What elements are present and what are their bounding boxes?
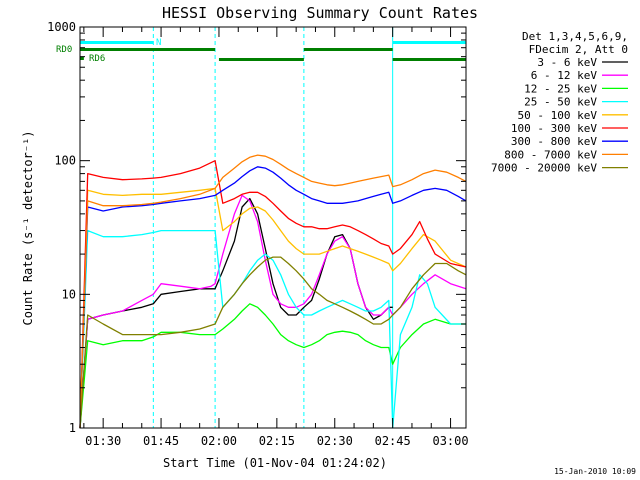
flag-label-rd6: RD6 — [89, 54, 105, 64]
x-tick-label-1: 01:45 — [143, 434, 179, 448]
series-line-8 — [79, 256, 467, 429]
x-axis-label: Start Time (01-Nov-04 01:24:02) — [163, 456, 387, 470]
flag-rd0-segment-2 — [303, 48, 393, 51]
y-tick-label-1: 10 — [62, 287, 76, 301]
x-tick-label-0: 01:30 — [85, 434, 121, 448]
plot-frame — [79, 26, 467, 429]
x-tick-label-4: 02:30 — [317, 434, 353, 448]
legend-entry-4: 50 - 100 keV — [518, 109, 598, 122]
chart-title: HESSI Observing Summary Count Rates — [162, 4, 478, 22]
y-tick-label-2: 100 — [54, 154, 76, 168]
flag-n-segment-1 — [392, 41, 466, 44]
series-line-6 — [79, 166, 467, 429]
legend-entry-0: 3 - 6 keV — [537, 56, 597, 69]
y-tick-label-0: 1 — [69, 421, 76, 435]
x-tick-label-6: 03:00 — [432, 434, 468, 448]
y-axis-label: Count Rate (s⁻¹ detector⁻¹) — [21, 130, 35, 325]
legend-entry-6: 300 - 800 keV — [511, 135, 597, 148]
series-line-2 — [79, 303, 466, 429]
legend-entry-2: 12 - 25 keV — [524, 82, 597, 95]
flag-rd0-segment-3 — [392, 58, 466, 61]
series-line-5 — [79, 160, 467, 429]
timestamp: 15-Jan-2010 10:09 — [554, 467, 636, 476]
legend-entry-1: 6 - 12 keV — [531, 69, 598, 82]
flag-rd6-segment-0 — [80, 57, 84, 60]
legend-header-1: FDecim 2, Att 0 — [529, 43, 628, 56]
legend-header-0: Det 1,3,4,5,6,9, — [522, 30, 628, 43]
series-line-0 — [79, 197, 393, 429]
series-line-7 — [79, 154, 467, 429]
flag-label-n: N — [156, 38, 161, 48]
flag-label-rd0: RD0 — [56, 45, 72, 55]
legend-entry-5: 100 - 300 keV — [511, 122, 597, 135]
legend-entry-8: 7000 - 20000 keV — [491, 162, 597, 175]
legend-entry-7: 800 - 7000 keV — [504, 148, 597, 161]
legend-entry-3: 25 - 50 keV — [524, 96, 597, 109]
flag-rd0-segment-0 — [80, 48, 216, 51]
series-line-3 — [79, 229, 466, 429]
series-line-4 — [79, 187, 467, 429]
x-tick-label-5: 02:45 — [375, 434, 411, 448]
flag-n-segment-0 — [80, 41, 154, 44]
x-tick-label-3: 02:15 — [259, 434, 295, 448]
flag-rd0-segment-1 — [218, 58, 304, 61]
series-line-1 — [79, 194, 467, 429]
y-tick-label-3: 1000 — [47, 20, 76, 34]
x-tick-label-2: 02:00 — [201, 434, 237, 448]
